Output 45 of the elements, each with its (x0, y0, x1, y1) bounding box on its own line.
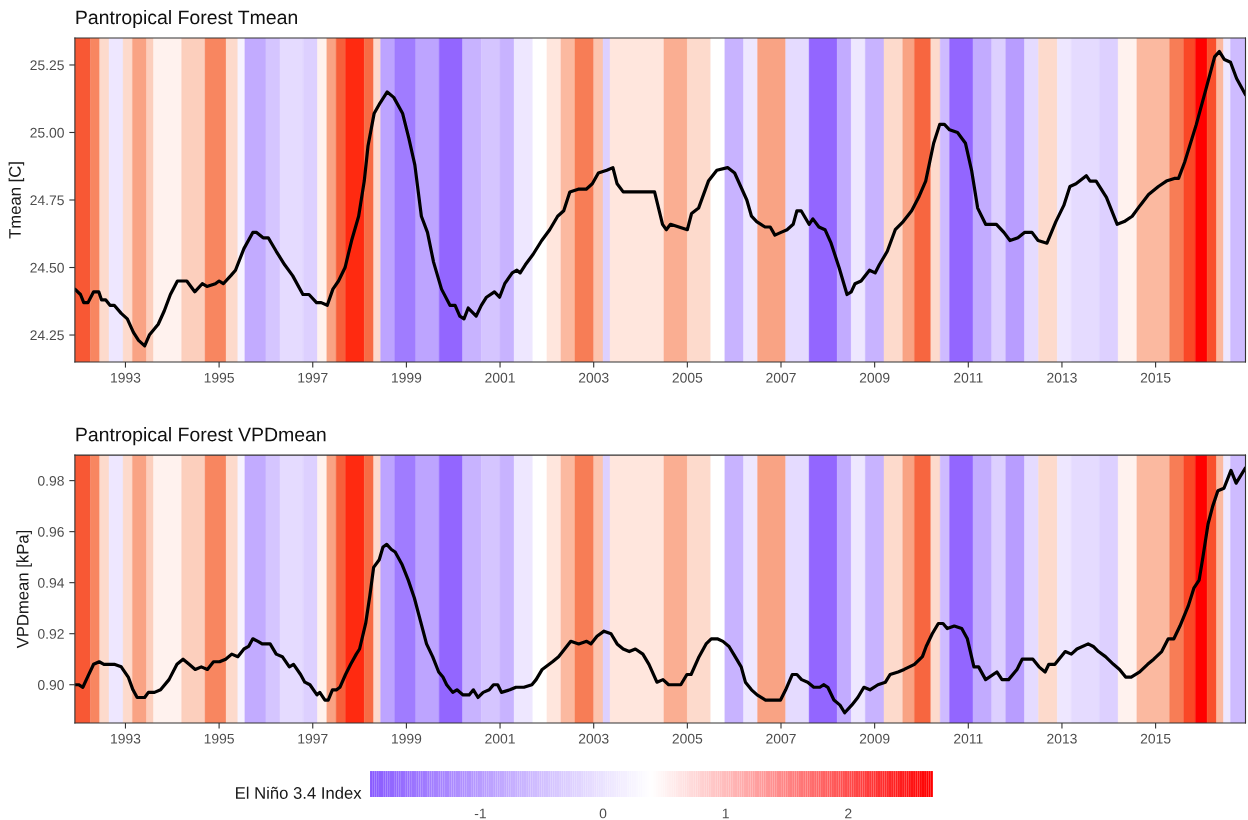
x-tick-label: 2001 (485, 372, 515, 383)
color-bar-label: 1 (722, 808, 729, 819)
y-tick-label: 0.94 (37, 578, 65, 588)
line-series (74, 466, 1246, 715)
x-tick-label: 2013 (1047, 733, 1077, 744)
y-tick-label: 0.90 (37, 680, 64, 690)
x-tick-label: 2013 (1047, 372, 1077, 383)
x-tick-label: 1995 (204, 372, 234, 383)
x-tick-label: 1997 (298, 733, 328, 744)
y-axis-title: VPDmean [kPa] (16, 530, 32, 649)
x-tick-label: 2009 (859, 733, 890, 744)
y-tick-label: 24.50 (30, 262, 64, 273)
color-bar-title: El Niño 3.4 Index (236, 786, 362, 799)
x-tick-label: 2007 (766, 372, 796, 383)
y-tick-label: 24.25 (30, 330, 64, 341)
x-tick-label: 2003 (578, 372, 609, 383)
y-tick-label: 25.00 (30, 127, 64, 138)
x-tick-label: 2015 (1140, 733, 1171, 744)
x-tick-label: 2011 (954, 733, 983, 744)
x-tick-label: 1997 (298, 372, 328, 383)
x-tick-label: 2003 (578, 733, 609, 744)
chart-title: Pantropical Forest Tmean (76, 9, 297, 29)
color-bar-label: 2 (845, 808, 852, 819)
y-tick-label: 24.75 (30, 195, 64, 206)
x-tick-label: 1993 (111, 733, 141, 744)
y-tick-label: 0.92 (37, 629, 64, 639)
x-tick-label: 1995 (204, 733, 234, 744)
y-axis-title: Tmean [C] (8, 162, 25, 239)
x-tick-label: 2005 (672, 372, 703, 383)
y-tick-label: 0.96 (37, 526, 64, 537)
x-tick-label: 1999 (392, 372, 422, 383)
x-tick-label: 1999 (392, 733, 422, 744)
x-tick-label: 2001 (485, 733, 515, 744)
color-bar-label: 0 (599, 808, 607, 819)
color-bar-label: -1 (474, 808, 486, 819)
x-tick-label: 2009 (859, 372, 890, 383)
x-tick-label: 2005 (672, 733, 703, 744)
x-tick-label: 2015 (1140, 372, 1171, 383)
chart-title: Pantropical Forest VPDmean (76, 427, 326, 446)
x-tick-label: 2011 (954, 372, 983, 383)
y-tick-label: 25.25 (30, 60, 64, 71)
y-tick-label: 0.98 (37, 475, 64, 486)
x-tick-label: 2007 (766, 733, 796, 744)
x-tick-label: 1993 (111, 372, 141, 383)
line-series (74, 49, 1246, 348)
